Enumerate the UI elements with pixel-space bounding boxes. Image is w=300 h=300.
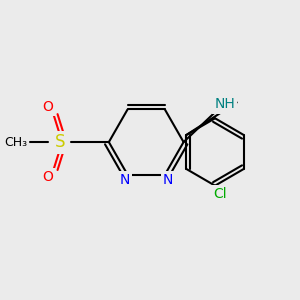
Text: N: N bbox=[163, 172, 173, 187]
Text: O: O bbox=[43, 100, 53, 114]
Text: N: N bbox=[119, 172, 130, 187]
Text: O: O bbox=[43, 170, 53, 184]
Text: Cl: Cl bbox=[213, 187, 227, 201]
Text: S: S bbox=[54, 133, 65, 151]
Text: CH₃: CH₃ bbox=[4, 136, 27, 148]
Text: NH: NH bbox=[214, 98, 235, 111]
